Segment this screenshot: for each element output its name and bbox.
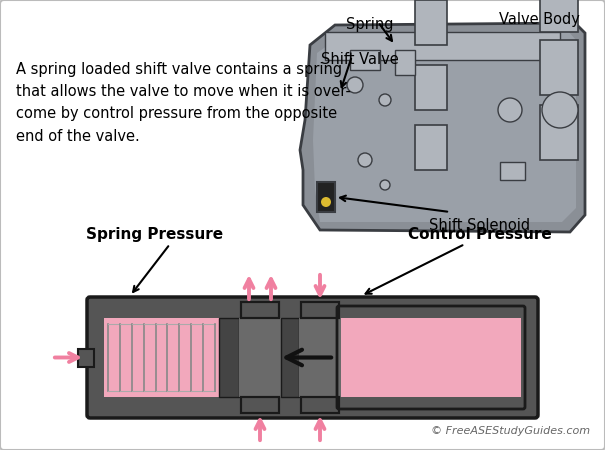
- Bar: [241, 397, 279, 413]
- Bar: [325, 32, 560, 60]
- Bar: [301, 397, 339, 413]
- Circle shape: [358, 153, 372, 167]
- Bar: [540, 40, 578, 95]
- Text: Shift Valve: Shift Valve: [321, 52, 399, 67]
- Bar: [341, 318, 521, 397]
- Bar: [350, 50, 380, 70]
- Bar: [415, 0, 447, 45]
- Circle shape: [498, 98, 522, 122]
- Bar: [241, 397, 279, 413]
- Circle shape: [542, 92, 578, 128]
- Bar: [301, 302, 339, 318]
- Bar: [241, 397, 279, 413]
- Bar: [241, 302, 279, 318]
- Bar: [301, 302, 339, 318]
- Polygon shape: [313, 31, 576, 222]
- Bar: [317, 182, 335, 212]
- Bar: [241, 302, 279, 318]
- Bar: [301, 318, 339, 397]
- Bar: [78, 348, 94, 366]
- Bar: [241, 302, 279, 318]
- Bar: [301, 397, 339, 413]
- Text: A spring loaded shift valve contains a spring
that allows the valve to move when: A spring loaded shift valve contains a s…: [16, 62, 351, 144]
- Bar: [301, 397, 339, 413]
- Bar: [299, 318, 341, 397]
- Text: Valve Body: Valve Body: [499, 12, 580, 27]
- Circle shape: [321, 197, 331, 207]
- Bar: [281, 318, 299, 397]
- FancyBboxPatch shape: [87, 297, 538, 418]
- Circle shape: [347, 77, 363, 93]
- Bar: [219, 318, 521, 397]
- Bar: [241, 318, 279, 397]
- Text: Control Pressure: Control Pressure: [408, 227, 552, 242]
- Bar: [301, 302, 339, 318]
- Bar: [104, 318, 219, 397]
- Bar: [219, 318, 239, 397]
- Polygon shape: [300, 23, 585, 232]
- Bar: [395, 50, 415, 75]
- Bar: [540, 105, 578, 160]
- Text: Spring Pressure: Spring Pressure: [87, 227, 224, 242]
- Circle shape: [379, 94, 391, 106]
- Text: Shift Solenoid: Shift Solenoid: [430, 218, 531, 233]
- Text: Spring: Spring: [346, 17, 394, 32]
- Bar: [540, 0, 578, 32]
- Bar: [500, 162, 525, 180]
- Bar: [239, 318, 281, 397]
- Bar: [415, 125, 447, 170]
- Bar: [415, 65, 447, 110]
- Text: © FreeASEStudyGuides.com: © FreeASEStudyGuides.com: [431, 426, 590, 436]
- Circle shape: [380, 180, 390, 190]
